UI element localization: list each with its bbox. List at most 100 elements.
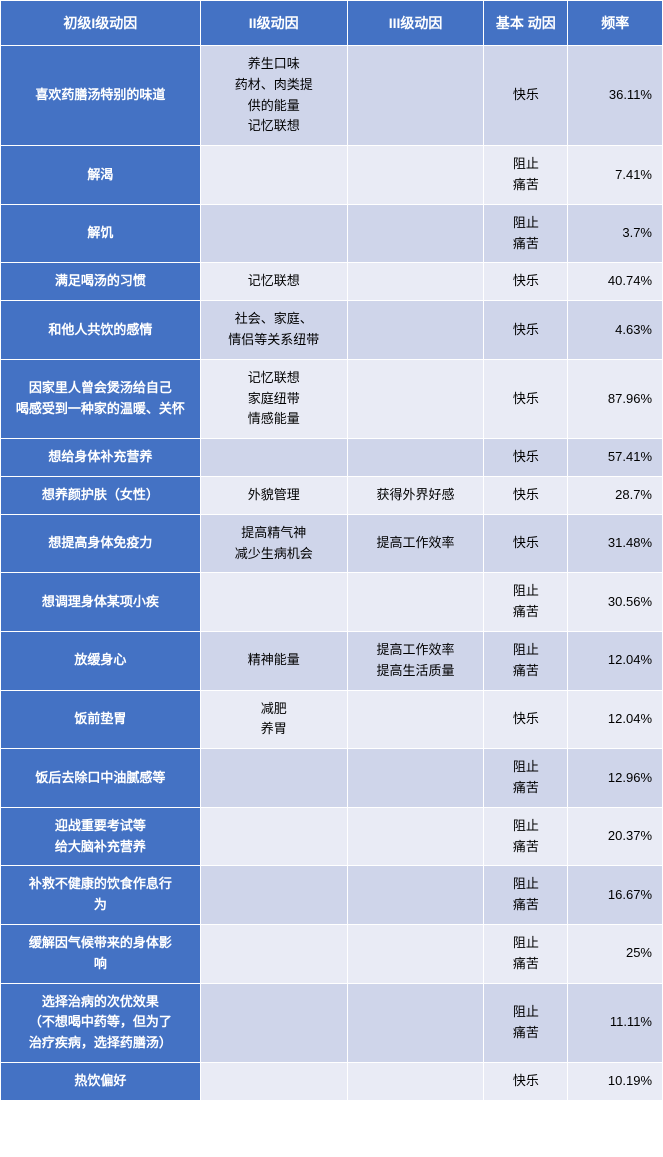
cell-primary-motivation: 想给身体补充营养 <box>1 439 201 477</box>
header-level2: II级动因 <box>200 1 347 46</box>
cell-level2: 养生口味 药材、肉类提 供的能量 记忆联想 <box>200 46 347 146</box>
cell-frequency: 16.67% <box>568 866 663 925</box>
cell-level3 <box>347 46 484 146</box>
cell-level3 <box>347 1062 484 1100</box>
cell-level3 <box>347 749 484 808</box>
cell-frequency: 10.19% <box>568 1062 663 1100</box>
cell-frequency: 30.56% <box>568 573 663 632</box>
cell-basic: 快乐 <box>484 46 568 146</box>
cell-basic: 阻止 痛苦 <box>484 924 568 983</box>
cell-basic: 快乐 <box>484 476 568 514</box>
cell-level3 <box>347 146 484 205</box>
cell-basic: 快乐 <box>484 263 568 301</box>
cell-primary-motivation: 和他人共饮的感情 <box>1 301 201 360</box>
cell-primary-motivation: 满足喝汤的习惯 <box>1 263 201 301</box>
cell-frequency: 28.7% <box>568 476 663 514</box>
table-row: 热饮偏好 快乐10.19% <box>1 1062 663 1100</box>
cell-level2 <box>200 924 347 983</box>
table-row: 饭后去除口中油腻感等 阻止 痛苦12.96% <box>1 749 663 808</box>
cell-frequency: 7.41% <box>568 146 663 205</box>
cell-level2 <box>200 807 347 866</box>
cell-basic: 阻止 痛苦 <box>484 807 568 866</box>
cell-level3 <box>347 359 484 438</box>
header-level3: III级动因 <box>347 1 484 46</box>
cell-basic: 阻止 痛苦 <box>484 983 568 1062</box>
cell-basic: 阻止 痛苦 <box>484 146 568 205</box>
cell-level3 <box>347 204 484 263</box>
cell-frequency: 31.48% <box>568 514 663 573</box>
table-row: 解饥 阻止 痛苦3.7% <box>1 204 663 263</box>
cell-level3 <box>347 263 484 301</box>
table-body: 喜欢药膳汤特别的味道养生口味 药材、肉类提 供的能量 记忆联想快乐36.11%解… <box>1 46 663 1101</box>
cell-frequency: 40.74% <box>568 263 663 301</box>
cell-primary-motivation: 饭前垫胃 <box>1 690 201 749</box>
cell-frequency: 25% <box>568 924 663 983</box>
cell-primary-motivation: 想调理身体某项小疾 <box>1 573 201 632</box>
cell-basic: 阻止 痛苦 <box>484 573 568 632</box>
cell-basic: 快乐 <box>484 690 568 749</box>
cell-primary-motivation: 选择治病的次优效果 （不想喝中药等，但为了 治疗疾病，选择药膳汤） <box>1 983 201 1062</box>
table-row: 喜欢药膳汤特别的味道养生口味 药材、肉类提 供的能量 记忆联想 快乐36.11% <box>1 46 663 146</box>
cell-level3: 提高工作效率 <box>347 514 484 573</box>
cell-level2: 精神能量 <box>200 631 347 690</box>
cell-level2: 外貌管理 <box>200 476 347 514</box>
cell-level2 <box>200 204 347 263</box>
cell-primary-motivation: 喜欢药膳汤特别的味道 <box>1 46 201 146</box>
cell-level3 <box>347 439 484 477</box>
cell-level3 <box>347 301 484 360</box>
cell-primary-motivation: 因家里人曾会煲汤给自己 喝感受到一种家的温暖、关怀 <box>1 359 201 438</box>
cell-primary-motivation: 放缓身心 <box>1 631 201 690</box>
cell-frequency: 4.63% <box>568 301 663 360</box>
cell-level2 <box>200 866 347 925</box>
table-row: 饭前垫胃减肥 养胃 快乐12.04% <box>1 690 663 749</box>
cell-basic: 快乐 <box>484 301 568 360</box>
cell-primary-motivation: 饭后去除口中油腻感等 <box>1 749 201 808</box>
cell-basic: 阻止 痛苦 <box>484 749 568 808</box>
cell-basic: 阻止 痛苦 <box>484 866 568 925</box>
table-row: 想提高身体免疫力提高精气神 减少生病机会提高工作效率快乐31.48% <box>1 514 663 573</box>
table-row: 满足喝汤的习惯记忆联想 快乐40.74% <box>1 263 663 301</box>
table-row: 选择治病的次优效果 （不想喝中药等，但为了 治疗疾病，选择药膳汤）阻止 痛苦11… <box>1 983 663 1062</box>
table-row: 想养颜护肤（女性）外貌管理获得外界好感快乐28.7% <box>1 476 663 514</box>
table-row: 缓解因气候带来的身体影 响 阻止 痛苦25% <box>1 924 663 983</box>
cell-frequency: 87.96% <box>568 359 663 438</box>
cell-primary-motivation: 解饥 <box>1 204 201 263</box>
cell-level2: 记忆联想 <box>200 263 347 301</box>
cell-level2: 记忆联想 家庭纽带 情感能量 <box>200 359 347 438</box>
cell-primary-motivation: 热饮偏好 <box>1 1062 201 1100</box>
cell-frequency: 12.04% <box>568 631 663 690</box>
cell-level3 <box>347 690 484 749</box>
cell-level2 <box>200 1062 347 1100</box>
cell-basic: 快乐 <box>484 439 568 477</box>
header-frequency: 频率 <box>568 1 663 46</box>
cell-level2 <box>200 573 347 632</box>
cell-frequency: 57.41% <box>568 439 663 477</box>
cell-level3 <box>347 983 484 1062</box>
cell-level3 <box>347 807 484 866</box>
cell-level3 <box>347 573 484 632</box>
cell-primary-motivation: 想养颜护肤（女性） <box>1 476 201 514</box>
cell-frequency: 36.11% <box>568 46 663 146</box>
cell-basic: 快乐 <box>484 1062 568 1100</box>
cell-level3: 提高工作效率 提高生活质量 <box>347 631 484 690</box>
cell-frequency: 3.7% <box>568 204 663 263</box>
table-row: 因家里人曾会煲汤给自己 喝感受到一种家的温暖、关怀记忆联想 家庭纽带 情感能量快… <box>1 359 663 438</box>
cell-level2 <box>200 749 347 808</box>
cell-primary-motivation: 想提高身体免疫力 <box>1 514 201 573</box>
cell-basic: 阻止 痛苦 <box>484 631 568 690</box>
table-row: 放缓身心精神能量提高工作效率 提高生活质量阻止 痛苦12.04% <box>1 631 663 690</box>
header-basic: 基本 动因 <box>484 1 568 46</box>
table-row: 补救不健康的饮食作息行 为阻止 痛苦16.67% <box>1 866 663 925</box>
cell-primary-motivation: 缓解因气候带来的身体影 响 <box>1 924 201 983</box>
cell-frequency: 12.96% <box>568 749 663 808</box>
table-row: 想调理身体某项小疾 阻止 痛苦30.56% <box>1 573 663 632</box>
cell-frequency: 20.37% <box>568 807 663 866</box>
table-row: 和他人共饮的感情社会、家庭、 情侣等关系纽带快乐4.63% <box>1 301 663 360</box>
header-primary: 初级I级动因 <box>1 1 201 46</box>
cell-frequency: 12.04% <box>568 690 663 749</box>
cell-level2: 减肥 养胃 <box>200 690 347 749</box>
cell-level2 <box>200 439 347 477</box>
cell-basic: 快乐 <box>484 514 568 573</box>
cell-level3 <box>347 866 484 925</box>
cell-basic: 阻止 痛苦 <box>484 204 568 263</box>
